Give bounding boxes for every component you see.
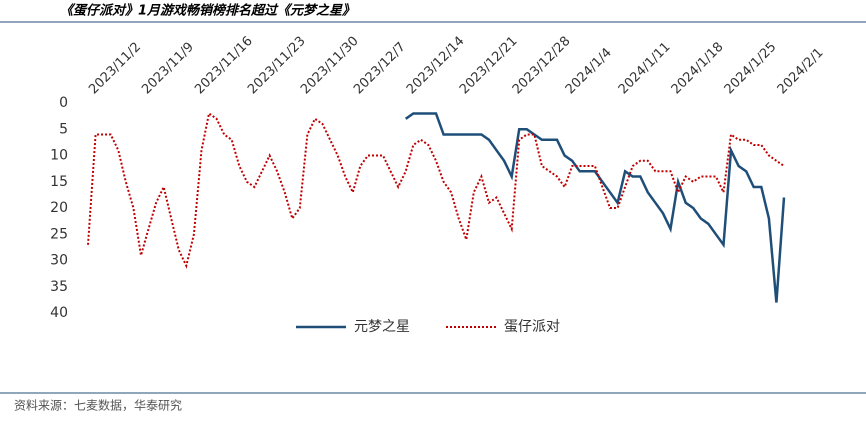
source-note: 资料来源：七麦数据，华泰研究: [14, 398, 182, 413]
x-tick-label: 2023/11/2: [86, 40, 144, 98]
series-line: [404, 112, 786, 303]
y-tick-label: 10: [50, 148, 68, 164]
y-tick-label: 5: [59, 121, 68, 137]
x-tick-label: 2024/1/11: [616, 40, 674, 98]
y-tick-label: 40: [50, 305, 68, 321]
legend-label: 元梦之星: [354, 319, 410, 335]
x-tick-label: 2024/1/25: [722, 40, 780, 98]
chart-title: 《蛋仔派对》1月游戏畅销榜排名超过《元梦之星》: [60, 3, 355, 19]
y-tick-label: 25: [50, 226, 68, 242]
x-tick-label: 2023/11/9: [139, 40, 197, 98]
x-tick-label: 2024/1/18: [669, 40, 727, 98]
x-tick-label: 2024/2/1: [775, 45, 827, 97]
x-tick-label: 2023/12/7: [351, 40, 409, 98]
y-tick-label: 20: [50, 200, 68, 216]
y-tick-label: 0: [59, 95, 68, 111]
legend-label: 蛋仔派对: [504, 319, 560, 335]
y-tick-label: 15: [50, 174, 68, 190]
y-tick-label: 30: [50, 253, 68, 269]
series-line: [87, 111, 785, 269]
y-tick-label: 35: [50, 279, 68, 295]
x-tick-label: 2024/1/4: [563, 45, 615, 97]
